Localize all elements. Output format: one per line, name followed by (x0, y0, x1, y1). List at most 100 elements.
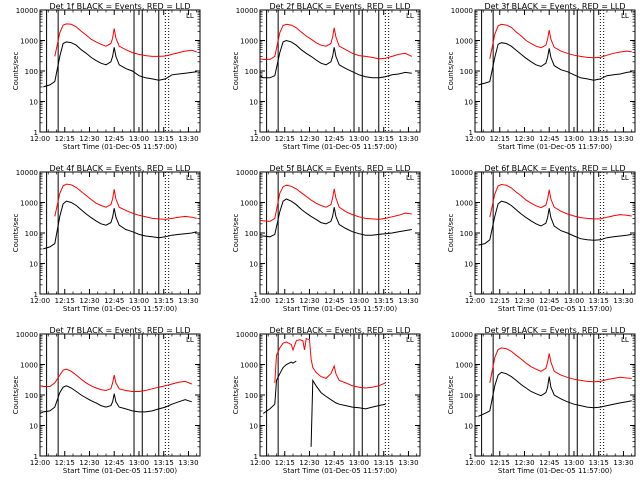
events-series-line (39, 385, 192, 414)
y-tick-label: 1000 (240, 362, 258, 370)
y-tick-label: 1 (34, 129, 38, 137)
y-tick-label: 10 (464, 261, 473, 269)
x-tick-label: 13:00 (564, 297, 584, 305)
y-tick-label: 10 (249, 423, 258, 431)
lld-series-line (39, 368, 192, 392)
x-tick-label: 12:15 (275, 297, 295, 305)
legend-marker: LL (621, 12, 629, 20)
x-tick-label: 13:00 (129, 459, 149, 467)
x-tick-label: 13:15 (154, 459, 174, 467)
panel-title: Det 9f BLACK = Events, RED = LLD (484, 326, 625, 335)
y-tick-label: 10000 (236, 169, 258, 177)
x-tick-label: 13:30 (398, 135, 418, 143)
lld-series-line (54, 183, 197, 220)
y-tick-label: 1000 (20, 38, 38, 46)
x-tick-label: 13:00 (564, 135, 584, 143)
lld-series-line (259, 184, 412, 222)
x-tick-label: 12:30 (79, 135, 99, 143)
x-tick-label: 12:00 (250, 135, 270, 143)
lld-series-line (489, 347, 632, 383)
y-tick-label: 10000 (16, 331, 38, 339)
panel-title: Det 7f BLACK = Events, RED = LLD (49, 326, 190, 335)
events-series-line (478, 371, 632, 417)
legend-marker: LL (406, 174, 414, 182)
panel-9: Det 9f BLACK = Events, RED = LLD 1 10 100 10… (447, 326, 636, 475)
y-tick-label: 1 (34, 291, 38, 299)
y-tick-label: 1000 (240, 38, 258, 46)
y-tick-label: 1000 (455, 362, 473, 370)
y-tick-label: 100 (245, 230, 258, 238)
x-tick-label: 12:00 (250, 297, 270, 305)
events-series-line (478, 42, 632, 86)
x-tick-label: 12:00 (30, 459, 50, 467)
panel-3: Det 3f BLACK = Events, RED = LLD 1 10 100 10… (447, 2, 636, 151)
y-tick-label: 100 (25, 230, 38, 238)
x-tick-label: 13:00 (564, 459, 584, 467)
x-tick-label: 12:15 (55, 135, 75, 143)
panel-4: Det 4f BLACK = Events, RED = LLD 1 10 100 10… (12, 164, 201, 313)
x-tick-label: 13:15 (589, 135, 609, 143)
y-tick-label: 10000 (16, 169, 38, 177)
panel-title: Det 2f BLACK = Events, RED = LLD (269, 2, 410, 11)
x-tick-label: 12:15 (490, 459, 510, 467)
legend-marker: LL (406, 12, 414, 20)
x-axis-label: Start Time (01-Dec-05 11:57:00) (283, 467, 397, 475)
events-series-line (43, 41, 197, 88)
y-axis-label: Counts/sec (12, 214, 20, 253)
x-tick-label: 12:15 (490, 297, 510, 305)
x-tick-label: 13:00 (129, 297, 149, 305)
legend-marker: LL (621, 174, 629, 182)
x-tick-label: 12:00 (465, 459, 485, 467)
y-tick-label: 100 (245, 68, 258, 76)
y-axis-label: Counts/sec (232, 376, 240, 415)
y-tick-label: 10 (464, 99, 473, 107)
panel-6: Det 6f BLACK = Events, RED = LLD 1 10 100 10… (447, 164, 636, 313)
legend-marker: LL (186, 336, 194, 344)
x-tick-label: 12:45 (324, 459, 344, 467)
panel-title: Det 3f BLACK = Events, RED = LLD (484, 2, 625, 11)
y-tick-label: 1 (254, 453, 258, 461)
y-tick-label: 100 (245, 392, 258, 400)
panel-title: Det 8f BLACK = Events, RED = LLD (269, 326, 410, 335)
plot-frame (39, 9, 201, 133)
x-tick-label: 12:00 (250, 459, 270, 467)
x-tick-label: 13:15 (589, 297, 609, 305)
legend-marker: LL (186, 174, 194, 182)
y-tick-label: 10000 (451, 331, 473, 339)
x-tick-label: 13:15 (154, 135, 174, 143)
y-tick-label: 100 (460, 392, 473, 400)
x-tick-label: 13:30 (398, 297, 418, 305)
x-tick-label: 12:30 (514, 297, 534, 305)
lld-series-line (259, 23, 413, 60)
y-axis-label: Counts/sec (12, 52, 20, 91)
x-axis-label: Start Time (01-Dec-05 11:57:00) (498, 467, 612, 475)
y-tick-label: 1 (34, 453, 38, 461)
y-tick-label: 10000 (236, 7, 258, 15)
x-tick-label: 13:30 (613, 135, 633, 143)
x-axis-label: Start Time (01-Dec-05 11:57:00) (63, 143, 177, 151)
x-tick-label: 12:30 (79, 459, 99, 467)
plot-frame (259, 171, 421, 295)
x-tick-label: 12:30 (299, 297, 319, 305)
y-tick-label: 10000 (16, 7, 38, 15)
legend-marker: LL (621, 336, 629, 344)
events-series-line (259, 39, 412, 79)
y-axis-label: Counts/sec (232, 214, 240, 253)
y-tick-label: 1000 (20, 362, 38, 370)
events-series-line (260, 198, 412, 238)
x-tick-label: 13:30 (613, 297, 633, 305)
panel-2: Det 2f BLACK = Events, RED = LLD 1 10 100 10… (232, 2, 421, 151)
y-tick-label: 10 (249, 99, 258, 107)
y-tick-label: 1000 (455, 200, 473, 208)
x-tick-label: 12:00 (465, 135, 485, 143)
y-tick-label: 1 (254, 291, 258, 299)
x-axis-label: Start Time (01-Dec-05 11:57:00) (283, 143, 397, 151)
x-tick-label: 12:00 (465, 297, 485, 305)
x-tick-label: 12:45 (104, 297, 124, 305)
x-tick-label: 12:30 (299, 459, 319, 467)
y-tick-label: 1 (469, 291, 473, 299)
events-series-line (478, 200, 632, 246)
panel-title: Det 6f BLACK = Events, RED = LLD (484, 164, 625, 173)
x-axis-label: Start Time (01-Dec-05 11:57:00) (498, 305, 612, 313)
x-tick-label: 12:30 (514, 459, 534, 467)
